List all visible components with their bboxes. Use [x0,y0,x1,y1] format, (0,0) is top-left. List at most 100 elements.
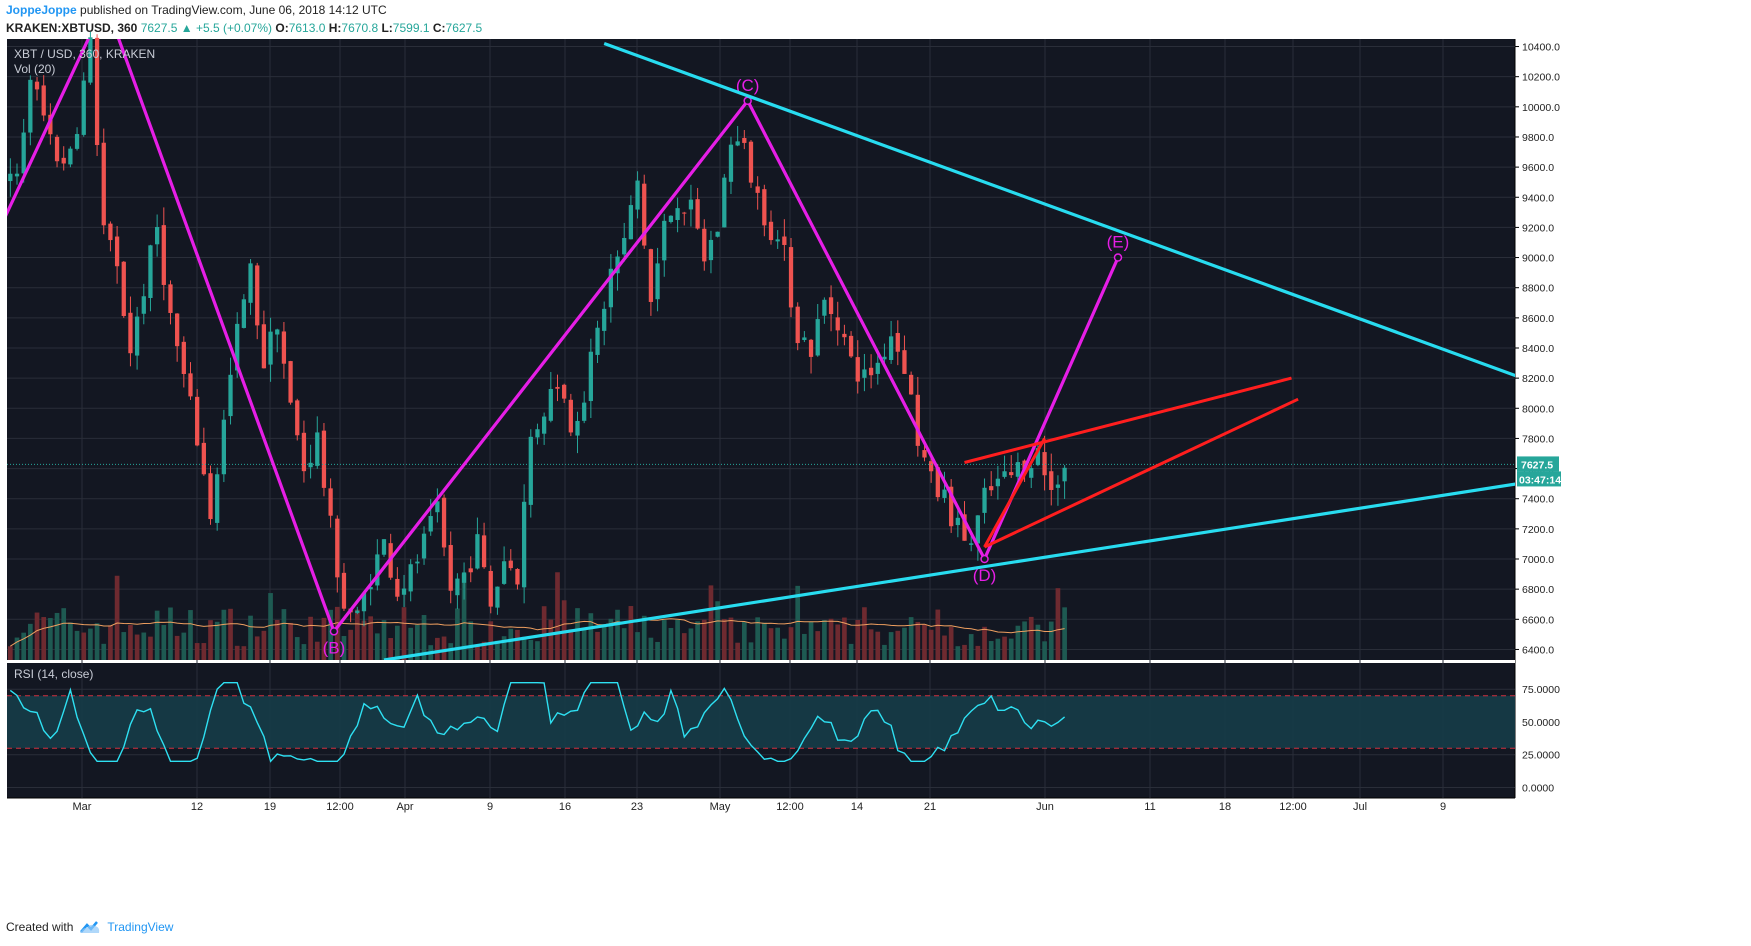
volume-bar [808,621,814,660]
candle-body [828,297,834,315]
candle-body [368,587,373,590]
candle-body [401,588,407,595]
candle-body [415,561,420,564]
candle-body [822,299,827,316]
y-tick-label: 8800.0 [1522,283,1554,295]
y-tick-label: 9000.0 [1522,253,1554,265]
candle-body [228,374,233,417]
price-axis[interactable] [1515,39,1750,798]
x-tick-label: 12:00 [776,801,804,813]
volume-bar [435,637,440,660]
close-value: 7627.5 [445,21,483,35]
volume-bar [274,619,280,660]
x-tick-label: 12:00 [1279,801,1307,813]
candle-body [902,350,907,374]
candle-body [648,249,654,302]
candle-body [8,173,13,182]
volume-bar [648,637,654,660]
volume-bar [134,634,140,660]
volume-bar [268,593,273,660]
volume-bar [995,638,1001,660]
author-link[interactable]: JoppeJoppe [6,3,77,17]
volume-bar [828,618,834,660]
y-tick-label: 10000.0 [1522,102,1560,114]
y-tick-label: 8000.0 [1522,403,1554,415]
rsi-line [9,682,1066,763]
candle-body [782,236,787,245]
close-label: C: [432,21,446,35]
candle-body [308,462,313,468]
x-tick-label: 12:00 [326,801,354,813]
y-tick-label: 8600.0 [1522,313,1554,325]
candle-body [255,265,260,326]
rsi-tick-label: 25.0000 [1522,750,1560,762]
volume-bar [675,619,680,660]
candle-body [722,177,727,228]
volume-bar [802,633,807,660]
volume-bar [34,612,40,660]
volume-bar [741,621,747,660]
wave-label: (B) [323,638,346,657]
volume-bar [608,618,614,660]
candle-body [915,394,920,446]
tradingview-brand-link[interactable]: TradingView [107,920,174,934]
candle-body [875,362,880,374]
volume-bar [635,632,640,660]
candle-body [221,419,226,475]
candle-body [395,578,400,597]
volume-bar [8,646,13,660]
volume-bar [661,620,667,660]
candle-body [441,497,447,548]
volume-bar [188,610,193,660]
y-tick-label: 7200.0 [1522,524,1554,536]
rsi-band [7,695,1515,749]
volume-bar [521,636,527,660]
x-tick-label: 16 [559,801,571,813]
volume-bar [681,633,687,660]
main-pane[interactable] [7,39,1515,660]
volume-bar [101,643,107,660]
low-value: 7599.1 [392,21,430,35]
y-tick-label: 10200.0 [1522,72,1560,84]
candle-body [975,515,980,544]
triangle-trendline [383,482,1515,660]
high-label: H: [328,21,342,35]
volume-bar [14,637,20,660]
volume-bar [782,638,787,660]
candle-body [802,337,807,340]
candle-body [248,263,253,303]
candle-body [275,329,280,335]
candle-body [108,223,113,241]
candle-body [848,335,854,357]
price-change: ▲ +5.5 (+0.07%) [180,21,273,35]
candle-body [134,316,140,356]
volume-bar [962,644,967,660]
candle-body [1015,462,1021,477]
volume-bar [415,624,420,660]
volume-bar [762,622,767,660]
volume-bar [735,642,740,660]
volume-bar [381,620,387,660]
candle-body [548,388,553,421]
candle-body [588,351,593,402]
candle-body [315,432,320,466]
wave-label: (D) [973,566,997,585]
candle-body [481,535,487,568]
volume-bar [1035,624,1041,660]
volume-bar [988,641,994,660]
candle-body [1062,467,1067,482]
volume-bar [888,632,894,660]
candle-body [121,261,126,316]
volume-bar [161,624,167,660]
volume-bar [495,640,500,660]
volume-bar [354,609,360,660]
candle-body [341,572,347,609]
candle-body [808,339,814,357]
candle-body [475,534,480,569]
candle-body [435,501,440,513]
candle-body [1035,448,1041,466]
volume-bar [955,646,961,660]
candle-body [14,173,20,177]
volume-bar [928,629,934,660]
